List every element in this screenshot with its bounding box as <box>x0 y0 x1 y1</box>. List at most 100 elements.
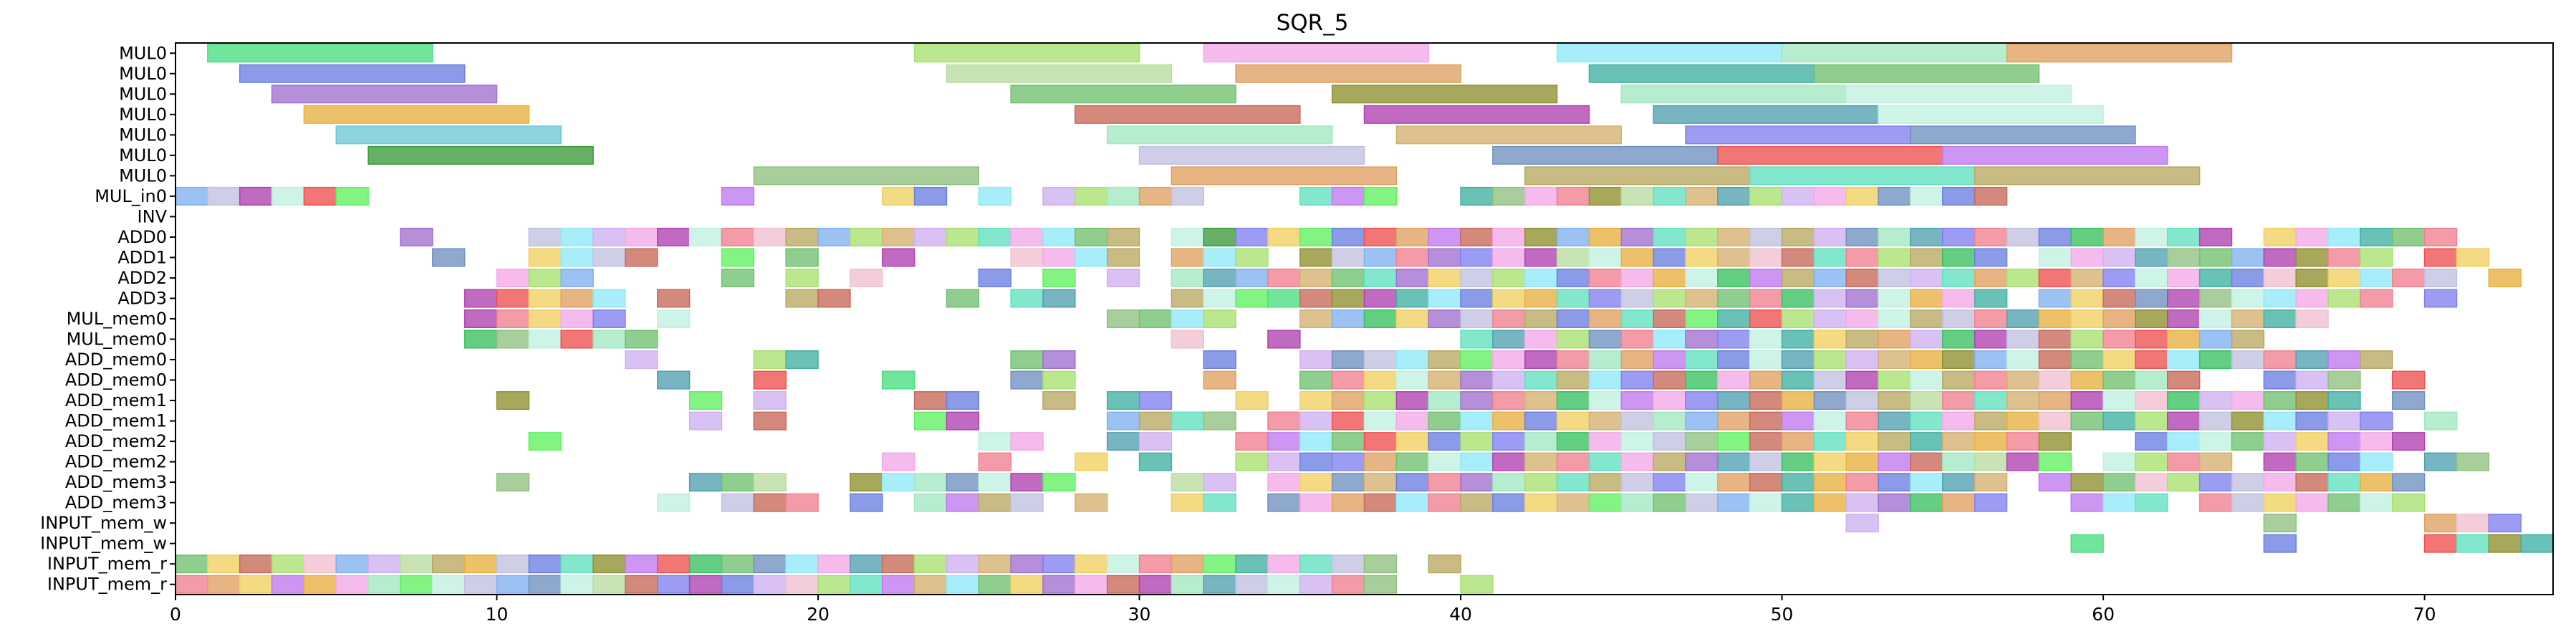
task-bar <box>1556 289 1590 308</box>
task-bar <box>175 575 208 594</box>
task-bar <box>1845 309 1879 329</box>
x-tick-label: 60 <box>2092 604 2115 625</box>
task-bar <box>2231 289 2265 308</box>
task-bar <box>2006 268 2040 287</box>
task-bar <box>2391 227 2426 246</box>
task-bar <box>753 166 980 186</box>
task-bar <box>946 289 980 308</box>
task-bar <box>367 145 594 165</box>
task-bar <box>2167 473 2201 492</box>
task-bar <box>2198 493 2233 512</box>
task-bar <box>1010 575 1044 594</box>
task-bar <box>1363 411 1398 431</box>
task-bar <box>2360 268 2393 287</box>
row-label: MUL0 <box>119 165 167 186</box>
task-bar <box>1524 186 1558 206</box>
task-bar <box>1171 411 1204 431</box>
task-bar <box>271 575 305 594</box>
task-bar <box>1588 268 1623 287</box>
task-bar <box>1685 493 1719 512</box>
task-bar <box>946 227 980 246</box>
task-bar <box>1813 391 1847 410</box>
task-bar <box>335 125 562 145</box>
task-bar <box>1492 432 1526 451</box>
row-label: MUL0 <box>119 84 167 104</box>
task-bar <box>1428 309 1461 329</box>
task-bar <box>1492 309 1526 329</box>
task-bar <box>1171 554 1204 574</box>
task-bar <box>1781 452 1815 471</box>
task-bar <box>913 227 948 246</box>
task-bar <box>1331 554 1365 574</box>
task-bar <box>1878 493 1911 512</box>
task-bar <box>1042 473 1076 492</box>
task-bar <box>1267 473 1301 492</box>
task-bar <box>1460 268 1494 287</box>
task-bar <box>2295 391 2329 410</box>
task-bar <box>2102 289 2136 308</box>
task-bar <box>2198 432 2233 451</box>
task-bar <box>2102 411 2136 431</box>
task-bar <box>1460 227 1494 246</box>
task-bar <box>1845 268 1879 287</box>
task-bar <box>1460 370 1494 390</box>
task-bar <box>1203 350 1236 370</box>
task-bar <box>2360 289 2393 308</box>
task-bar <box>913 473 948 492</box>
task-bar <box>1203 493 1236 512</box>
task-bar <box>1010 350 1044 370</box>
task-bar <box>1685 125 1911 145</box>
task-bar <box>239 186 273 206</box>
task-bar <box>2263 391 2297 410</box>
task-bar <box>1556 44 1783 63</box>
task-bar <box>1653 473 1686 492</box>
task-bar <box>2231 391 2265 410</box>
task-bar <box>2391 370 2426 390</box>
task-bar <box>1653 493 1686 512</box>
task-bar <box>1138 309 1173 329</box>
task-bar <box>850 473 883 492</box>
task-bar <box>1460 411 1494 431</box>
task-bar <box>625 227 658 246</box>
task-bar <box>1042 391 1076 410</box>
task-bar <box>1588 452 1623 471</box>
task-bar <box>1524 432 1558 451</box>
task-bar <box>1428 289 1461 308</box>
task-bar <box>1460 350 1494 370</box>
task-bar <box>1395 391 1429 410</box>
task-bar <box>1363 227 1398 246</box>
task-bar <box>2135 493 2168 512</box>
task-bar <box>1781 411 1815 431</box>
task-bar <box>1845 473 1879 492</box>
task-bar <box>592 227 626 246</box>
task-bar <box>2038 452 2072 471</box>
task-bar <box>1749 289 1783 308</box>
task-bar <box>1460 452 1494 471</box>
row-label: INPUT_mem_r <box>47 554 167 574</box>
task-bar <box>1685 186 1719 206</box>
task-bar <box>1878 227 1911 246</box>
task-bar <box>592 330 626 349</box>
task-bar <box>2135 309 2168 329</box>
task-bar <box>2038 432 2072 451</box>
task-bar <box>496 268 530 287</box>
task-bar <box>1910 125 2136 145</box>
task-bar <box>2135 411 2168 431</box>
task-bar <box>1203 575 1236 594</box>
task-bar <box>1653 370 1686 390</box>
task-bar <box>1845 248 1879 267</box>
task-bar <box>2263 411 2297 431</box>
task-bar <box>1267 411 1301 431</box>
x-axis: 0 10 20 30 40 50 60 70 <box>170 595 2436 625</box>
task-bar <box>2327 473 2361 492</box>
row-label: ADD0 <box>117 227 167 247</box>
task-bar <box>850 268 883 287</box>
task-bar <box>2456 248 2490 267</box>
task-bar <box>1171 493 1204 512</box>
task-bar <box>2198 391 2233 410</box>
task-bar <box>2038 227 2072 246</box>
task-bar <box>207 554 241 574</box>
task-bar <box>1492 350 1526 370</box>
task-bar <box>2231 350 2265 370</box>
task-bar <box>1685 411 1719 431</box>
